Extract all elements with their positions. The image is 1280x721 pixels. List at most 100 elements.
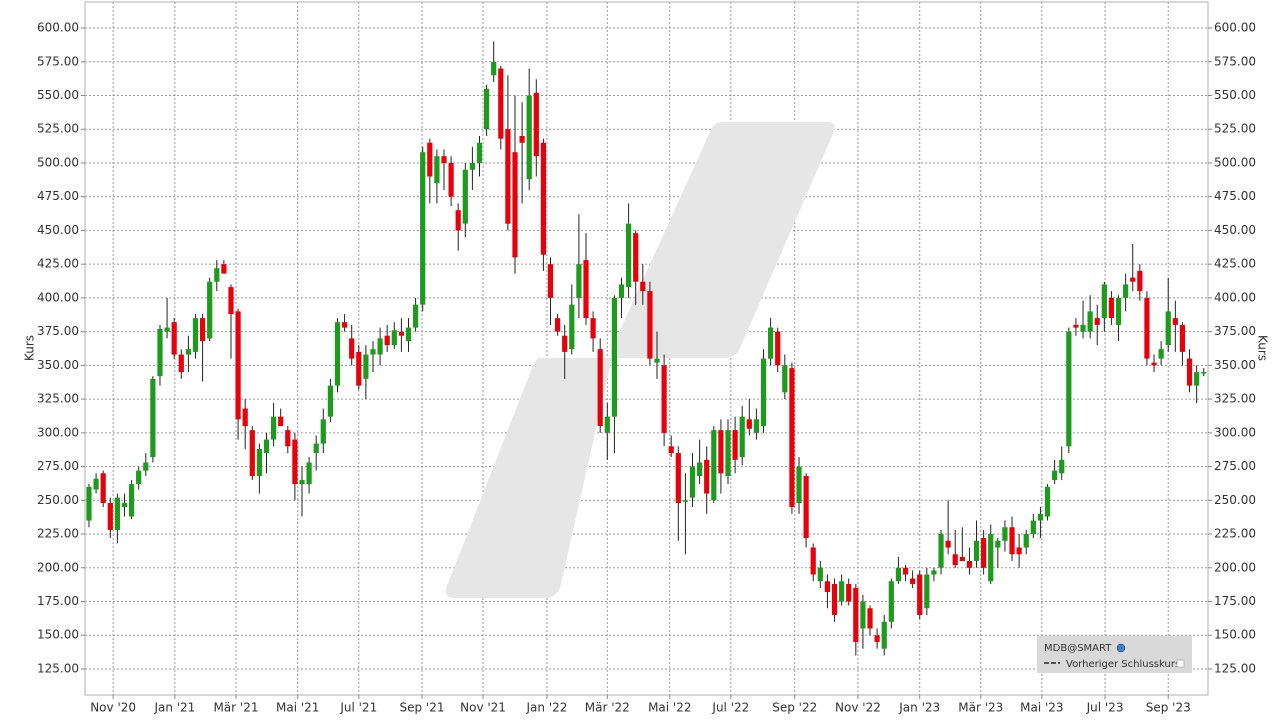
candle-body [93,478,99,490]
y2-tick-label: 125.00 [1214,661,1256,675]
candle-body [519,135,525,143]
x-tick-label: Jan '21 [153,701,195,715]
candle-body [384,335,390,346]
candle-body [824,581,831,593]
y2-tick-label: 225.00 [1214,527,1256,541]
candle-body [938,534,944,568]
y-axis-label: Kurs [23,335,37,361]
candles [86,41,1207,656]
candle-body [1087,311,1093,332]
candle-body [462,169,468,224]
y2-tick-label: 525.00 [1214,122,1256,136]
candle-body [753,419,760,433]
candle-body [1151,362,1157,366]
candle-body [143,462,149,471]
candle-body [1094,318,1100,325]
candle-body [1144,297,1150,359]
candle-body [647,291,653,359]
candle-body [718,430,724,474]
candle-body [846,583,852,602]
candle-body [533,92,539,157]
candle-body [299,480,305,485]
candle-body [136,470,142,485]
x-tick-label: Sep '23 [1146,701,1191,715]
candle-body [1130,277,1136,282]
y2-tick-label: 275.00 [1214,459,1256,473]
candle-body [313,443,319,454]
x-tick-label: Mai '21 [276,701,319,715]
candle-body [278,416,284,427]
y-tick-label: 600.00 [37,21,79,35]
candle-body [327,385,333,417]
candle-body [192,318,199,352]
y-tick-label: 125.00 [37,661,79,675]
candle-body [704,459,710,494]
y-tick-label: 175.00 [37,594,79,608]
candle-body [1016,547,1022,555]
candle-body [1194,372,1200,386]
candle-body [1101,284,1107,319]
candle-body [1009,527,1015,555]
candle-body [1115,297,1122,325]
candle-body [604,416,610,433]
candle-body [831,583,838,615]
y2-tick-label: 250.00 [1214,493,1256,507]
candle-body [633,233,639,282]
y2-tick-label: 325.00 [1214,392,1256,406]
candle-body [1080,324,1086,332]
x-tick-label: Nov '21 [460,701,506,715]
candle-body [199,318,206,342]
y-tick-label: 400.00 [37,290,79,304]
y2-tick-label: 425.00 [1214,257,1256,271]
candle-body [285,430,291,447]
candle-body [988,534,994,582]
candle-body [881,621,887,649]
candle-body [256,449,262,477]
candle-body [1030,520,1036,535]
candle-body [810,547,816,575]
candle-body [966,561,973,568]
candle-body [817,567,823,582]
candle-body [398,331,404,336]
y2-tick-label: 600.00 [1214,21,1256,35]
candle-body [1073,324,1079,328]
candle-body [498,68,504,139]
watermark-shape [611,122,835,358]
candle-body [1044,486,1051,517]
candle-body [391,330,397,346]
y2-tick-label: 150.00 [1214,628,1256,642]
candle-body [803,476,809,539]
x-tick-label: Mär '23 [958,701,1003,715]
y2-tick-label: 375.00 [1214,324,1256,338]
candle-body [540,142,547,255]
legend-checkbox[interactable] [1176,659,1185,668]
candle-body [114,497,120,530]
legend-label: Vorheriger Schlusskurs [1066,659,1180,670]
legend-label: MDB@SMART [1044,643,1112,654]
legend-box [1037,636,1192,673]
y-tick-label: 525.00 [37,122,79,136]
candle-body [839,581,845,602]
y-tick-label: 325.00 [37,392,79,406]
y-tick-label: 350.00 [37,358,79,372]
candle-body [547,264,554,298]
candle-body [476,142,483,163]
y2-tick-label: 200.00 [1214,560,1256,574]
candle-body [853,588,859,642]
candle-body [107,502,113,530]
x-tick-label: Jan '23 [898,701,940,715]
candle-body [455,210,461,231]
y-tick-label: 450.00 [37,223,79,237]
candle-body [171,322,177,355]
y-tick-label: 475.00 [37,189,79,203]
candle-body [697,462,703,477]
x-tick-label: Mär '21 [213,701,258,715]
candle-body [711,430,717,501]
x-tick-label: Sep '22 [772,701,817,715]
legend-icon [1116,643,1126,653]
candle-body [895,567,902,582]
candle-body [917,574,923,615]
candle-body [185,349,191,355]
candle-body [746,419,752,429]
legend: MDB@SMART Vorheriger Schlusskurs [1037,636,1192,673]
